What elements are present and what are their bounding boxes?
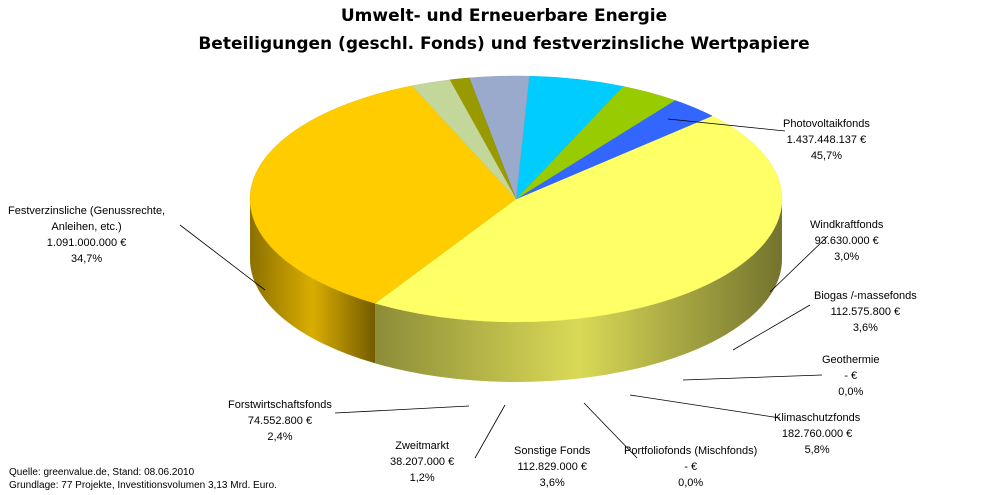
pie-side-walls	[250, 199, 782, 382]
side-festverz	[250, 199, 376, 364]
leader-klimaschutz	[629, 394, 781, 419]
leader-zweitmarkt	[474, 404, 506, 459]
label-biogas: Biogas /-massefonds 112.575.800 €3,6%	[814, 290, 917, 334]
label-festverzinsliche: Festverzinsliche (Genussrechte, Anleihen,…	[8, 205, 166, 265]
slice-photovoltaik	[374, 115, 783, 323]
label-photovoltaik: Photovoltaikfonds 1.437.448.137 €45,7%	[783, 118, 870, 162]
label-portfolio: Portfoliofonds (Mischfonds) - €0,0%	[624, 445, 758, 489]
label-windkraft: Windkraftfonds 93.630.000 €3,0%	[810, 219, 884, 263]
leader-windkraft	[769, 235, 829, 293]
chart-title: Umwelt- und Erneuerbare Energie	[340, 6, 668, 26]
side-photovoltaik	[375, 199, 782, 382]
leader-biogas	[732, 304, 811, 351]
label-geothermie: Geothermie - €0,0%	[822, 354, 880, 398]
label-sonstige: Sonstige Fonds 112.829.000 €3,6%	[514, 445, 591, 489]
chart-subtitle: Beteiligungen (geschl. Fonds) und festve…	[198, 34, 810, 54]
leader-lines	[179, 118, 829, 459]
label-klimaschutz: Klimaschutzfonds 182.760.000 €5,8%	[774, 412, 861, 456]
leader-portfolio	[583, 402, 638, 459]
label-zweitmarkt: Zweitmarkt 38.207.000 €1,2%	[390, 440, 455, 484]
leader-forst	[334, 405, 470, 414]
pie-top-faces	[249, 75, 783, 323]
leader-photovoltaik	[667, 118, 786, 132]
basis-note: Grundlage: 77 Projekte, Investitionsvolu…	[9, 480, 277, 491]
source-note: Quelle: greenvalue.de, Stand: 08.06.2010	[9, 467, 195, 478]
label-forst: Forstwirtschaftsfonds 74.552.800 €2,4%	[228, 399, 332, 443]
leader-festverzinsliche	[179, 224, 266, 291]
slice-festverz	[249, 85, 517, 304]
leader-geothermie	[682, 374, 823, 381]
